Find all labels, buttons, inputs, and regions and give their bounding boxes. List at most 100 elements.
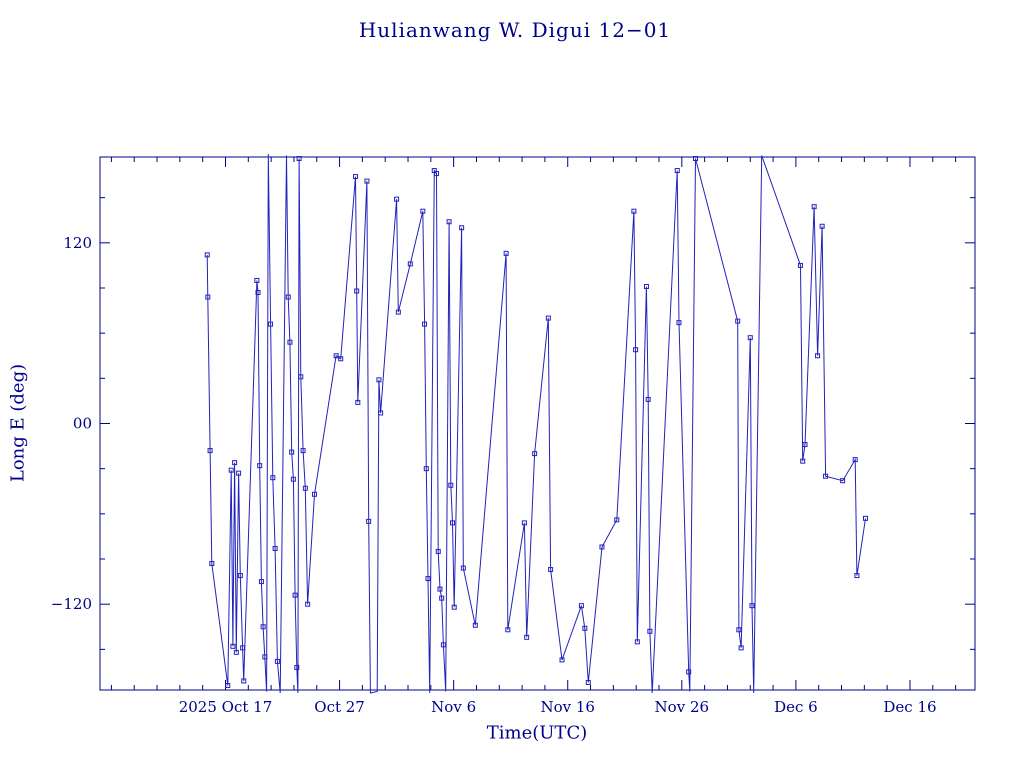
data-marker	[209, 561, 215, 567]
data-marker	[578, 603, 584, 609]
data-marker	[298, 374, 304, 380]
data-marker	[524, 634, 530, 640]
x-tick-label: Dec 6	[774, 698, 818, 716]
data-marker	[268, 321, 274, 327]
data-marker	[420, 208, 426, 214]
data-marker	[270, 475, 276, 481]
data-marker	[435, 548, 441, 554]
data-marker	[559, 657, 565, 663]
data-marker	[548, 567, 554, 573]
data-marker	[448, 482, 454, 488]
x-tick-label: Dec 16	[883, 698, 936, 716]
data-marker	[631, 208, 637, 214]
data-marker	[204, 252, 210, 258]
data-marker	[294, 664, 300, 670]
data-marker	[338, 356, 344, 362]
data-marker	[205, 294, 211, 300]
data-marker	[364, 178, 370, 184]
data-marker	[738, 645, 744, 651]
data-marker	[747, 335, 753, 341]
data-marker	[366, 518, 372, 524]
data-marker	[302, 485, 308, 491]
data-marker	[395, 309, 401, 315]
data-marker	[258, 579, 264, 585]
data-marker	[819, 223, 825, 229]
data-marker	[437, 586, 443, 592]
data-marker	[354, 288, 360, 294]
data-marker	[472, 622, 478, 628]
data-marker	[236, 470, 242, 476]
data-line	[206, 153, 866, 694]
data-marker	[292, 592, 298, 598]
data-marker	[305, 601, 311, 607]
data-marker	[274, 658, 280, 664]
data-marker	[423, 466, 429, 472]
data-marker	[647, 628, 653, 634]
data-marker	[840, 478, 846, 484]
data-marker	[736, 627, 742, 633]
data-marker	[811, 204, 817, 210]
data-marker	[237, 573, 243, 579]
data-marker	[425, 576, 431, 582]
data-marker	[854, 573, 860, 579]
data-marker	[394, 196, 400, 202]
data-marker	[460, 565, 466, 571]
x-tick-label: Nov 26	[655, 698, 710, 716]
data-marker	[378, 410, 384, 416]
data-marker	[582, 625, 588, 631]
data-marker	[633, 347, 639, 353]
x-tick-label: 2025 Oct 17	[179, 698, 273, 716]
data-marker	[440, 642, 446, 648]
data-marker	[225, 682, 231, 688]
data-marker	[693, 156, 699, 162]
data-marker	[800, 458, 806, 464]
x-tick-label: Oct 27	[314, 698, 365, 716]
x-axis-label: Time(UTC)	[486, 722, 588, 744]
data-marker	[407, 261, 413, 267]
data-marker	[255, 290, 261, 296]
data-marker	[532, 451, 538, 457]
data-marker	[296, 156, 302, 162]
data-marker	[287, 339, 293, 345]
data-marker	[290, 476, 296, 482]
data-marker	[207, 448, 213, 454]
data-marker	[585, 679, 591, 685]
data-marker	[852, 457, 858, 463]
data-marker	[823, 473, 829, 479]
data-marker	[232, 460, 238, 466]
data-marker	[233, 649, 239, 655]
data-marker	[262, 654, 268, 660]
data-marker	[228, 467, 234, 473]
y-tick-label: 120	[63, 234, 92, 252]
y-tick-label: −120	[51, 595, 92, 613]
data-marker	[735, 318, 741, 324]
data-marker	[300, 448, 306, 454]
data-marker	[862, 515, 868, 521]
data-marker	[686, 669, 692, 675]
data-marker	[451, 604, 457, 610]
data-marker	[634, 639, 640, 645]
data-marker	[422, 321, 428, 327]
data-marker	[355, 399, 361, 405]
data-marker	[450, 520, 456, 526]
data-marker	[446, 219, 452, 225]
x-tick-label: Nov 16	[540, 698, 595, 716]
data-marker	[434, 171, 440, 177]
y-tick-label: 00	[73, 415, 92, 433]
data-marker	[521, 520, 527, 526]
data-marker	[260, 624, 266, 630]
data-marker	[614, 517, 620, 523]
data-marker	[797, 262, 803, 268]
data-marker	[333, 353, 339, 359]
data-marker	[674, 168, 680, 174]
data-marker	[749, 603, 755, 609]
data-marker	[257, 463, 263, 469]
data-marker	[230, 643, 236, 649]
data-marker	[459, 225, 465, 231]
data-marker	[802, 442, 808, 448]
data-marker	[643, 283, 649, 289]
data-marker	[439, 595, 445, 601]
data-marker	[285, 294, 291, 300]
